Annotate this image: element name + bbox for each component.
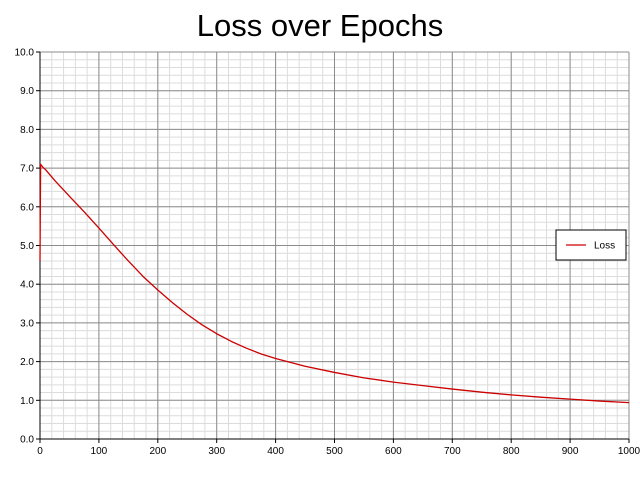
legend-label: Loss xyxy=(594,241,615,252)
x-tick-label: 400 xyxy=(267,446,284,457)
y-tick-label: 0.0 xyxy=(20,435,34,446)
y-tick-label: 2.0 xyxy=(20,357,34,368)
chart-title: Loss over Epochs xyxy=(196,8,444,43)
x-tick-label: 500 xyxy=(326,446,343,457)
y-tick-label: 7.0 xyxy=(20,164,34,175)
x-tick-label: 0 xyxy=(37,446,43,457)
x-tick-label: 700 xyxy=(444,446,461,457)
y-tick-label: 5.0 xyxy=(20,241,34,252)
series-line-loss xyxy=(39,163,630,404)
y-tick-label: 8.0 xyxy=(20,125,34,136)
y-tick-label: 6.0 xyxy=(20,202,34,213)
legend-box xyxy=(555,229,627,261)
x-tick-label: 300 xyxy=(208,446,225,457)
y-tick-label: 9.0 xyxy=(20,86,34,97)
y-tick-label: 4.0 xyxy=(20,280,34,291)
y-tick-label: 1.0 xyxy=(20,396,34,407)
x-tick-label: 600 xyxy=(385,446,402,457)
x-tick-label: 900 xyxy=(562,446,579,457)
x-tick-label: 1000 xyxy=(618,446,640,457)
x-tick-label: 800 xyxy=(503,446,520,457)
x-tick-label: 200 xyxy=(149,446,166,457)
y-tick-label: 10.0 xyxy=(15,48,35,59)
x-tick-label: 100 xyxy=(91,446,108,457)
y-tick-label: 3.0 xyxy=(20,318,34,329)
